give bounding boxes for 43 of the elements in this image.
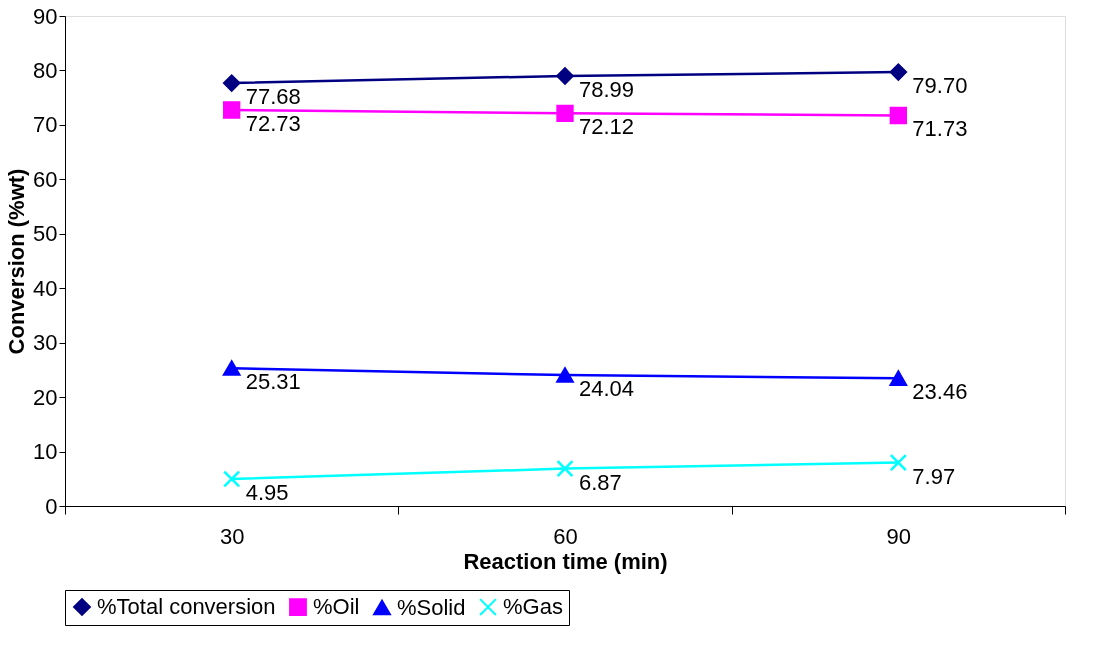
x-tick-label: 90 (886, 523, 912, 549)
y-tick-label: 50 (33, 221, 58, 247)
point (223, 360, 241, 376)
x-tick-label: 30 (219, 523, 245, 549)
data-label: 24.04 (579, 376, 635, 402)
point (889, 453, 907, 472)
y-tick-label: 90 (33, 3, 58, 29)
y-tick-label: 0 (45, 493, 58, 519)
y-tick-label: 40 (33, 275, 58, 301)
point (889, 63, 907, 81)
data-label: 23.46 (912, 379, 968, 405)
legend-label: %Total conversion (97, 594, 276, 620)
data-label: 71.73 (912, 116, 968, 142)
point (556, 459, 574, 478)
point (223, 470, 241, 488)
data-label: 78.99 (579, 76, 635, 102)
point (556, 367, 574, 383)
y-tick-label: 30 (33, 330, 58, 356)
data-label: 25.31 (245, 369, 301, 395)
point (223, 74, 241, 92)
point (556, 104, 574, 123)
y-axis-title: Conversion (%wt) (4, 168, 30, 355)
y-tick-label: 70 (33, 112, 58, 138)
y-tick-label: 10 (33, 439, 58, 465)
data-label: 7.97 (912, 463, 956, 489)
legend-label: %Oil (313, 594, 360, 620)
data-label: 72.12 (579, 114, 635, 140)
legend-label: %Gas (503, 594, 563, 620)
data-label: 72.73 (245, 111, 301, 137)
data-label: 6.87 (579, 469, 622, 495)
point (889, 370, 907, 386)
y-tick-label: 60 (33, 166, 58, 192)
point (889, 106, 907, 125)
legend-label: %Solid (397, 594, 466, 620)
x-tick-label: 60 (553, 523, 578, 549)
data-label: 77.68 (245, 84, 301, 110)
data-label: 79.70 (912, 73, 968, 99)
y-tick-label: 80 (33, 57, 58, 83)
y-tick-label: 20 (33, 384, 58, 410)
point (223, 101, 241, 119)
point (556, 67, 574, 85)
x-axis-title: Reaction time (min) (463, 548, 668, 574)
data-label: 4.95 (245, 480, 289, 506)
